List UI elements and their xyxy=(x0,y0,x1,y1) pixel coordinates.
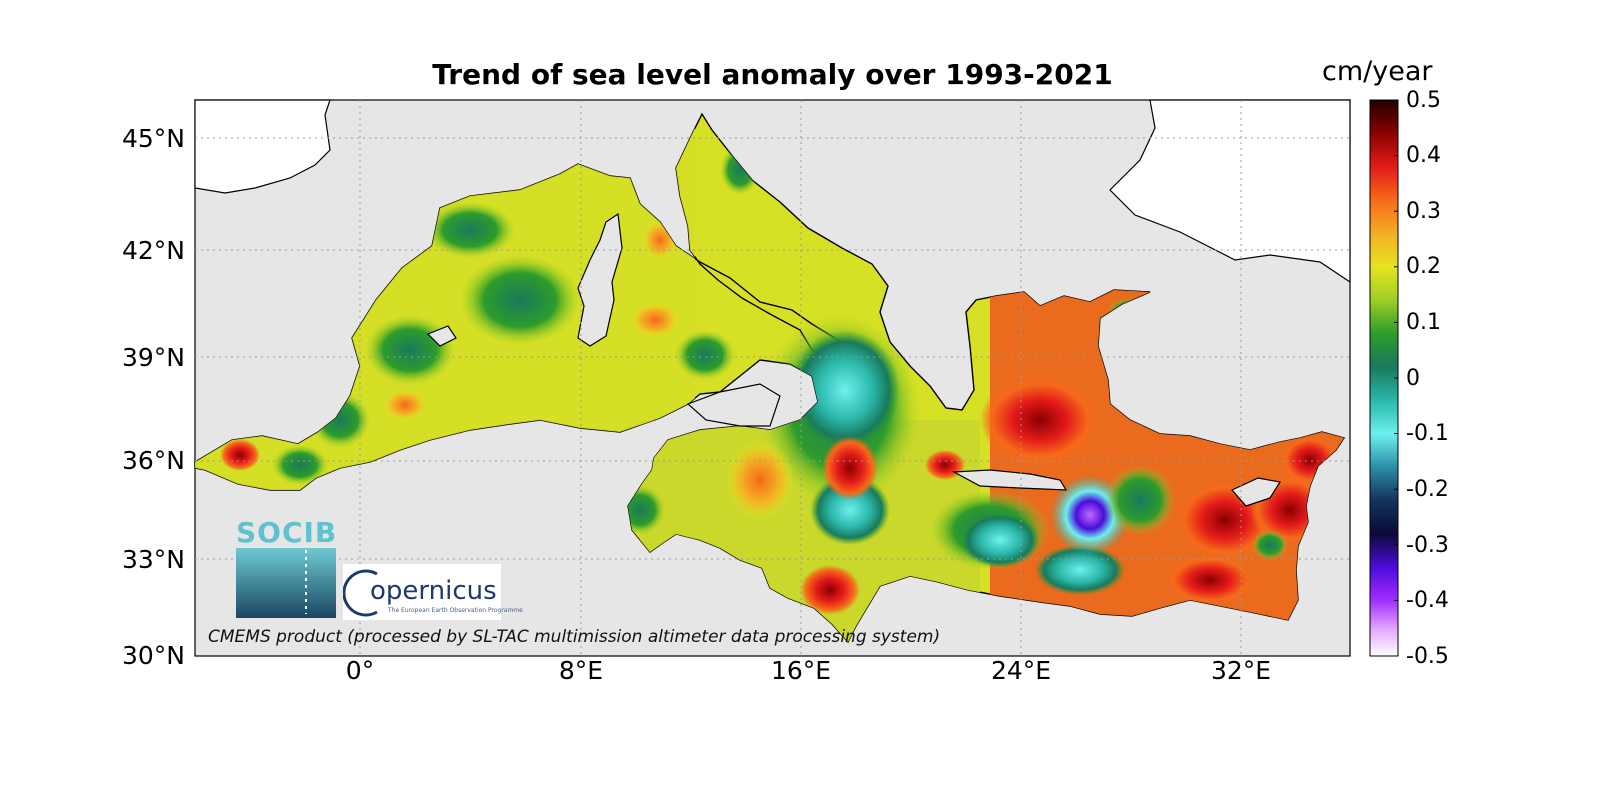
colorbar-tick-label: 0.4 xyxy=(1406,143,1441,168)
map-title: Trend of sea level anomaly over 1993-202… xyxy=(432,58,1113,91)
colorbar-tick-label: -0.3 xyxy=(1406,533,1449,558)
copernicus-logo xyxy=(343,564,501,620)
island-sicily xyxy=(686,383,781,427)
socib-logo xyxy=(236,548,336,618)
x-tick-label: 8°E xyxy=(558,656,604,685)
colorbar-tick-label: -0.1 xyxy=(1406,421,1449,446)
copernicus-logo-subtitle: The European Earth Observation Programme xyxy=(388,607,523,614)
colorbar-tick-label: -0.2 xyxy=(1406,477,1449,502)
colorbar-tick-label: 0.1 xyxy=(1406,310,1441,335)
island-cyprus xyxy=(1231,477,1281,507)
island-balearic xyxy=(426,325,457,347)
y-tick-label: 39°N xyxy=(121,343,185,372)
colorbar xyxy=(1369,99,1399,657)
y-tick-label: 42°N xyxy=(121,236,185,265)
copernicus-arc-icon xyxy=(343,569,378,617)
colorbar-units: cm/year xyxy=(1322,56,1433,87)
socib-logo-text: SOCIB xyxy=(236,516,338,549)
colorbar-tick-label: -0.4 xyxy=(1406,588,1449,613)
colorbar-tick-label: 0.2 xyxy=(1406,254,1441,279)
colorbar-tick-label: 0 xyxy=(1406,366,1420,391)
colorbar-tick-label: 0.3 xyxy=(1406,199,1441,224)
y-tick-label: 36°N xyxy=(121,446,185,475)
x-tick-label: 16°E xyxy=(770,656,832,685)
y-tick-label: 30°N xyxy=(121,641,185,670)
outside-region-north-west xyxy=(194,99,331,194)
island-crete xyxy=(951,469,1068,491)
colorbar-tick-label: -0.5 xyxy=(1406,644,1449,669)
grid-lines xyxy=(195,100,1350,656)
island-corsica-sardinia xyxy=(577,212,623,347)
copernicus-logo-text: opernicus xyxy=(370,576,497,606)
colorbar-tick-label: 0.5 xyxy=(1406,88,1441,113)
x-tick-label: 0° xyxy=(345,656,375,685)
data-source-footer: CMEMS product (processed by SL-TAC multi… xyxy=(208,627,941,647)
outside-region-north-east xyxy=(1109,99,1351,284)
colorbar-ticks xyxy=(1394,99,1398,657)
y-tick-label: 45°N xyxy=(121,124,185,153)
x-tick-label: 32°E xyxy=(1210,656,1272,685)
y-tick-label: 33°N xyxy=(121,545,185,574)
x-tick-label: 24°E xyxy=(990,656,1052,685)
